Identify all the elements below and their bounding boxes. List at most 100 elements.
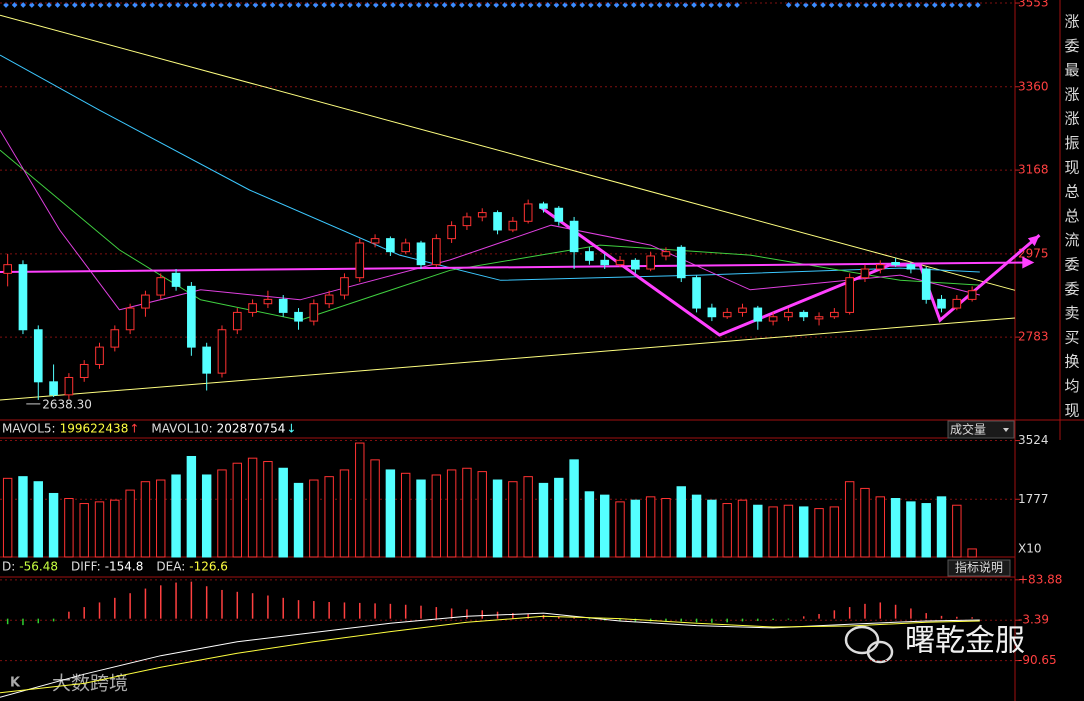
header-value: -126.6 [189,560,228,574]
marker [949,2,955,8]
marker [854,2,861,8]
candle-body [875,264,885,270]
y-tick-label: 2783 [1018,330,1049,344]
line [0,317,1016,401]
header-trend: ↓ [286,422,296,436]
marker [519,2,525,8]
candle-body [3,264,12,274]
volume-bar [569,459,579,558]
volume-bar [217,469,227,558]
volume-bar [844,481,855,558]
candle-body [416,242,426,266]
volume-bar [645,496,656,558]
volume-bar [125,489,135,558]
sidebar-label: 委 [1064,280,1079,298]
sidebar-label: 现 [1064,158,1079,176]
candle-body [676,246,686,279]
marker [11,2,18,8]
candle-body [707,307,717,318]
marker [820,2,826,8]
candle-body [248,303,257,313]
watermark: 曙乾金服 [905,624,1025,659]
candle-body [370,238,380,244]
candle-body [615,259,625,266]
candle-body [692,277,701,309]
candle-body [294,311,303,322]
header-label: MAVOL5: [2,422,56,436]
candle-body [784,311,793,318]
marker [570,2,577,8]
marker [691,2,697,8]
volume-bar [79,503,89,558]
indicator-button[interactable] [947,559,1011,577]
marker [656,2,663,8]
sidebar-label: 卖 [1064,304,1079,322]
volume-bar [140,481,151,558]
candle-body [447,225,456,240]
volume-bar [232,462,243,558]
y-tick-label: 3168 [1018,163,1049,177]
marker [828,2,835,8]
marker [940,2,947,8]
volume-bar [355,442,365,558]
line [0,615,980,694]
volume-bar [508,481,518,558]
y-tick-label: +83.88 [1018,572,1062,586]
marker [734,2,740,8]
marker [648,2,654,8]
volume-bar [156,479,166,558]
line [0,129,980,311]
marker [587,2,594,8]
candle-body [202,346,212,374]
volume-bar [416,479,426,558]
volume-bar [860,487,870,558]
candle-body [33,329,43,383]
candle-body [232,311,242,331]
sidebar-label: 涨 [1064,85,1079,103]
candle-body [263,298,273,305]
candle-body [125,307,135,331]
candle-body [340,277,349,296]
candle-body [355,242,365,279]
volume-bar [263,461,273,558]
candle-body [906,264,916,270]
marker [725,2,732,8]
volume-bar [171,474,181,558]
marker [871,2,878,8]
candle-body [921,268,931,300]
volume-bar [370,459,380,558]
marker [802,2,809,8]
volume-bar [186,455,197,558]
candle-body [95,346,104,365]
volume-bar [523,476,533,558]
sidebar-label: 委 [1064,256,1079,274]
volume-bar [462,467,472,558]
y-tick-label: -3.39 [1018,613,1049,627]
marker [957,2,964,8]
line [0,14,1016,291]
candle-body [309,303,319,322]
sidebar-label: 总 [1064,207,1079,225]
volume-bar [339,469,350,558]
volume-bar [737,499,748,558]
indicator-select[interactable] [947,420,1015,439]
line [0,149,980,321]
header-label: DEA: [156,560,185,574]
sidebar-label: 换 [1064,353,1079,371]
watermark: 大数跨境 [52,673,128,695]
candle-body [753,307,763,322]
candle-body [585,251,594,261]
sidebar-label: 最 [1064,61,1079,79]
arrow-head [1022,256,1035,269]
candle-body [171,272,181,287]
volume-bar [431,474,442,558]
candle-body [64,376,74,396]
candle-body [845,277,854,313]
sidebar-label: 现 [1064,401,1079,419]
marker [579,2,586,8]
y-tick-label: 3360 [1018,79,1049,93]
header-label: D: [2,560,15,574]
candle-body [646,255,655,270]
candle-body [661,251,671,257]
candle-body [401,242,411,253]
